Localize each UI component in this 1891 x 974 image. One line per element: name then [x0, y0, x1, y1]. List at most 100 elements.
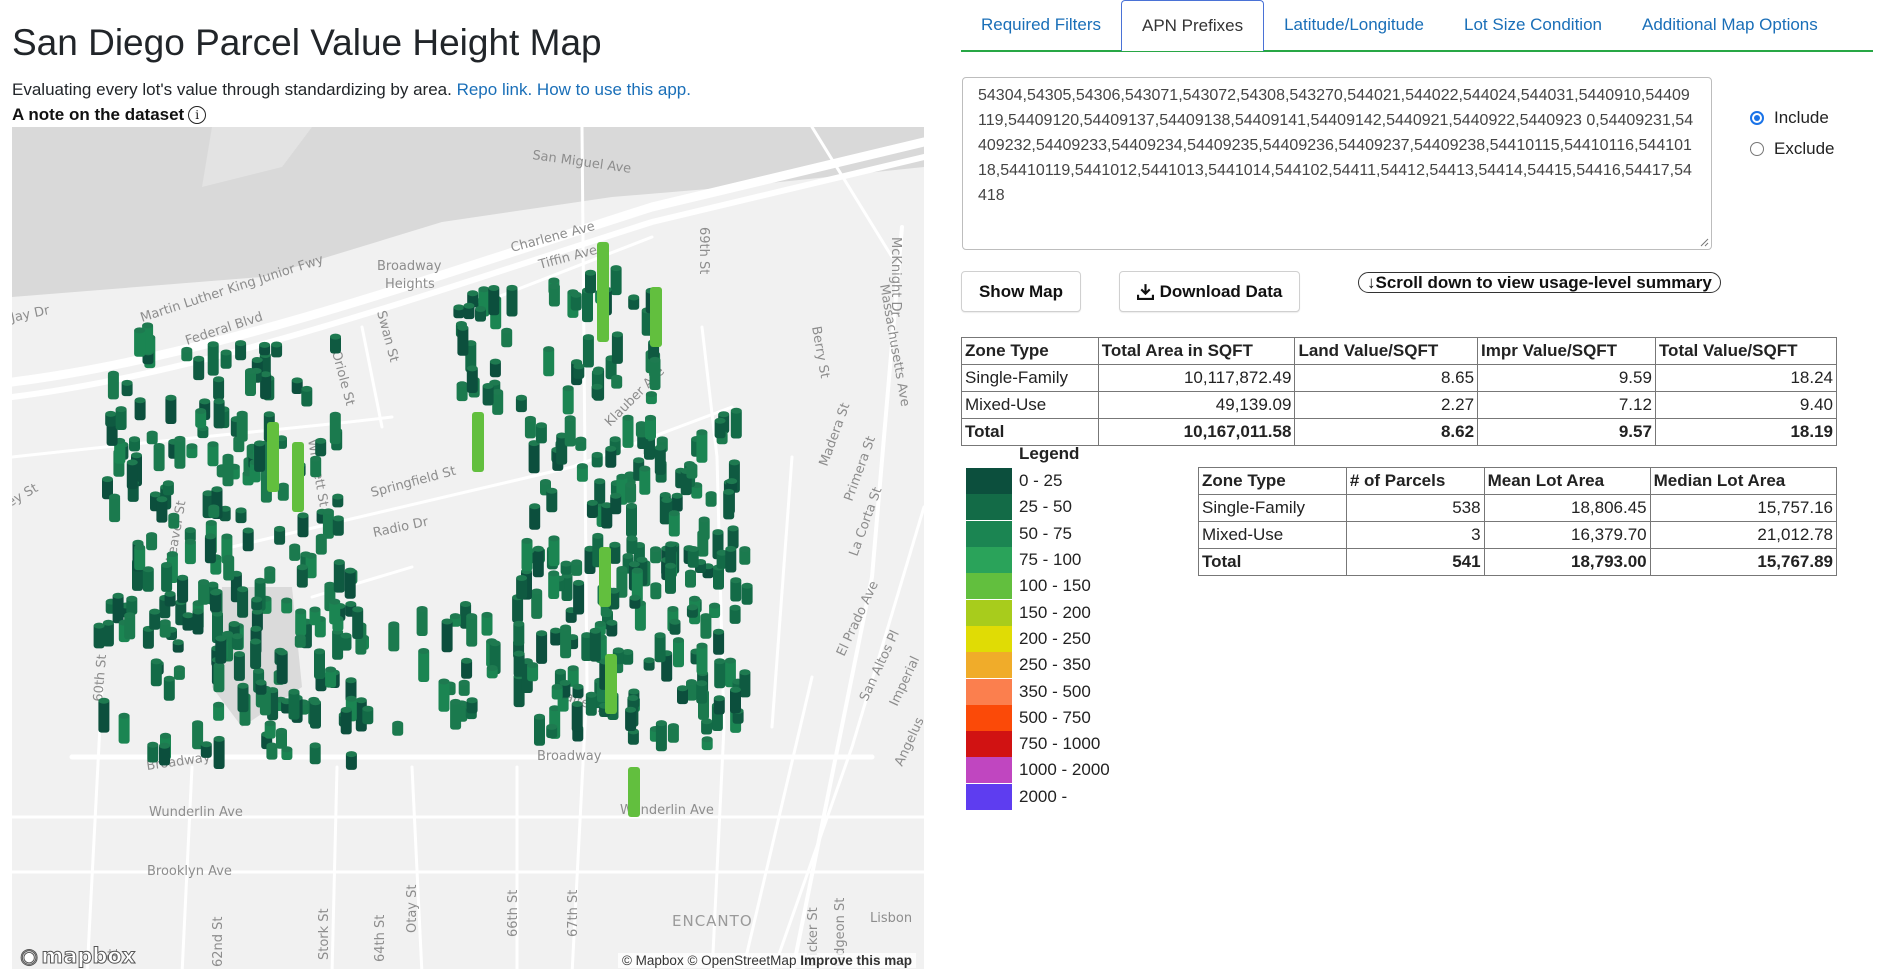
map-label: Berry St [808, 325, 832, 379]
parcel-column-top [739, 546, 751, 553]
tab-lot-size-condition[interactable]: Lot Size Condition [1464, 15, 1602, 34]
parcel-column-top [716, 549, 728, 556]
parcel-column [457, 325, 469, 356]
improve-map-link[interactable]: Improve this map [800, 953, 912, 968]
resize-grip-icon[interactable] [1699, 237, 1709, 247]
parcel-column-top [345, 751, 357, 758]
exclude-radio[interactable] [1750, 141, 1764, 156]
parcel-column [560, 625, 572, 659]
table-cell: 18.19 [1654, 418, 1838, 446]
download-icon [1136, 284, 1154, 300]
map-label: Lisbon [870, 911, 912, 926]
parcel-column [727, 526, 739, 549]
parcel-column-tall [472, 412, 484, 472]
parcel-column [345, 678, 357, 702]
parcel-map[interactable]: San Miguel Ave Charlene Ave Tiffin Ave 6… [12, 127, 924, 974]
tab-required-filters[interactable]: Required Filters [981, 15, 1101, 34]
scroll-to-summary-button[interactable]: ↓Scroll down to view usage-level summary [1358, 272, 1721, 293]
parcel-column-top [460, 601, 472, 607]
mapbox-logo-icon: ◉ [19, 944, 39, 969]
parcel-column [192, 721, 204, 750]
parcel-column-top [222, 453, 234, 460]
parcel-column [608, 588, 620, 610]
dataset-note[interactable]: A note on the dataset i [12, 105, 207, 125]
parcel-column [556, 433, 568, 465]
parcel-column-top [610, 492, 622, 499]
parcel-column-top [213, 735, 225, 742]
legend-label: 2000 - [1019, 786, 1068, 806]
parcel-column-top [207, 581, 219, 588]
parcel-column [513, 621, 525, 646]
parcel-column-top [129, 436, 140, 443]
map-canvas[interactable]: San Miguel Ave Charlene Ave Tiffin Ave 6… [12, 127, 924, 974]
parcel-column-top [235, 507, 247, 514]
legend-label: 200 - 250 [1019, 628, 1091, 648]
exclude-option[interactable]: Exclude [1750, 133, 1834, 164]
parcel-column-top [98, 697, 110, 704]
parcel-column [581, 633, 593, 661]
info-icon[interactable]: i [188, 106, 207, 124]
parcel-column [492, 389, 504, 415]
map-label: 64th St [373, 915, 388, 962]
parcel-column-top [696, 680, 708, 687]
page-title: San Diego Parcel Value Height Map [12, 22, 602, 63]
how-to-use-link[interactable]: How to use this app. [536, 80, 691, 99]
parcel-column-top [362, 705, 374, 712]
parcel-column-top [352, 606, 364, 613]
apn-prefix-textarea[interactable]: 54304,54305,54306,543071,543072,54308,54… [962, 77, 1712, 250]
include-radio[interactable] [1750, 110, 1764, 125]
parcel-column [159, 743, 170, 766]
tab-additional-map-options[interactable]: Additional Map Options [1641, 15, 1818, 34]
parcel-column-top [207, 441, 219, 448]
mapbox-logo[interactable]: ◉ mapbox [19, 944, 136, 969]
legend-item: 200 - 250 [966, 625, 1110, 652]
table-cell: 3 [1345, 521, 1485, 549]
map-label: ENCANTO [672, 912, 753, 930]
parcel-column-top [466, 613, 478, 620]
parcel-column [418, 649, 430, 682]
map-label: Broadway [377, 259, 442, 274]
parcel-column-top [548, 570, 560, 577]
tab-apn-prefixes[interactable]: APN Prefixes [1121, 0, 1265, 51]
include-option[interactable]: Include [1750, 102, 1834, 133]
tab-latitude-longitude[interactable]: Latitude/Longitude [1284, 15, 1424, 34]
parcel-column [506, 285, 518, 317]
parcel-column [700, 614, 712, 639]
parcel-column [686, 680, 697, 701]
parcel-column [416, 607, 428, 636]
parcel-column [276, 650, 288, 685]
parcel-column-top [392, 720, 404, 727]
parcel-column-top [475, 306, 486, 312]
parcel-column-top [571, 559, 583, 566]
parcel-column-top [294, 634, 306, 641]
attribution-links[interactable]: © Mapbox © OpenStreetMap [621, 953, 797, 968]
map-label: Imperial [887, 654, 923, 709]
parcel-column-top [237, 586, 249, 593]
repo-link[interactable]: Repo link. [456, 80, 533, 99]
parcel-column-top [629, 594, 641, 601]
parcel-column [698, 517, 710, 541]
parcel-column-top [478, 286, 490, 293]
parcel-column [667, 724, 679, 743]
parcel-column [516, 576, 528, 599]
parcel-column-top [245, 368, 256, 374]
legend-item: 750 - 1000 [966, 731, 1110, 758]
parcel-column [548, 571, 560, 599]
parcel-column [310, 700, 321, 729]
parcel-column-top [211, 486, 223, 493]
bottom-edge [0, 969, 1891, 974]
parcel-column-top [570, 291, 582, 298]
table-header: Land Value/SQFT [1294, 337, 1479, 365]
parcel-column [309, 743, 321, 765]
parcel-column-top [165, 394, 177, 401]
table-cell: 10,117,872.49 [1097, 364, 1296, 392]
download-data-button[interactable]: Download Data [1119, 271, 1300, 312]
parcel-column-top [571, 701, 583, 707]
parcel-column [102, 477, 113, 500]
parcel-column-top [121, 379, 133, 386]
parcel-column-top [548, 283, 560, 290]
parcel-column-top [622, 649, 634, 655]
show-map-button[interactable]: Show Map [961, 271, 1081, 312]
parcel-column [531, 589, 543, 619]
parcel-column [161, 563, 173, 592]
